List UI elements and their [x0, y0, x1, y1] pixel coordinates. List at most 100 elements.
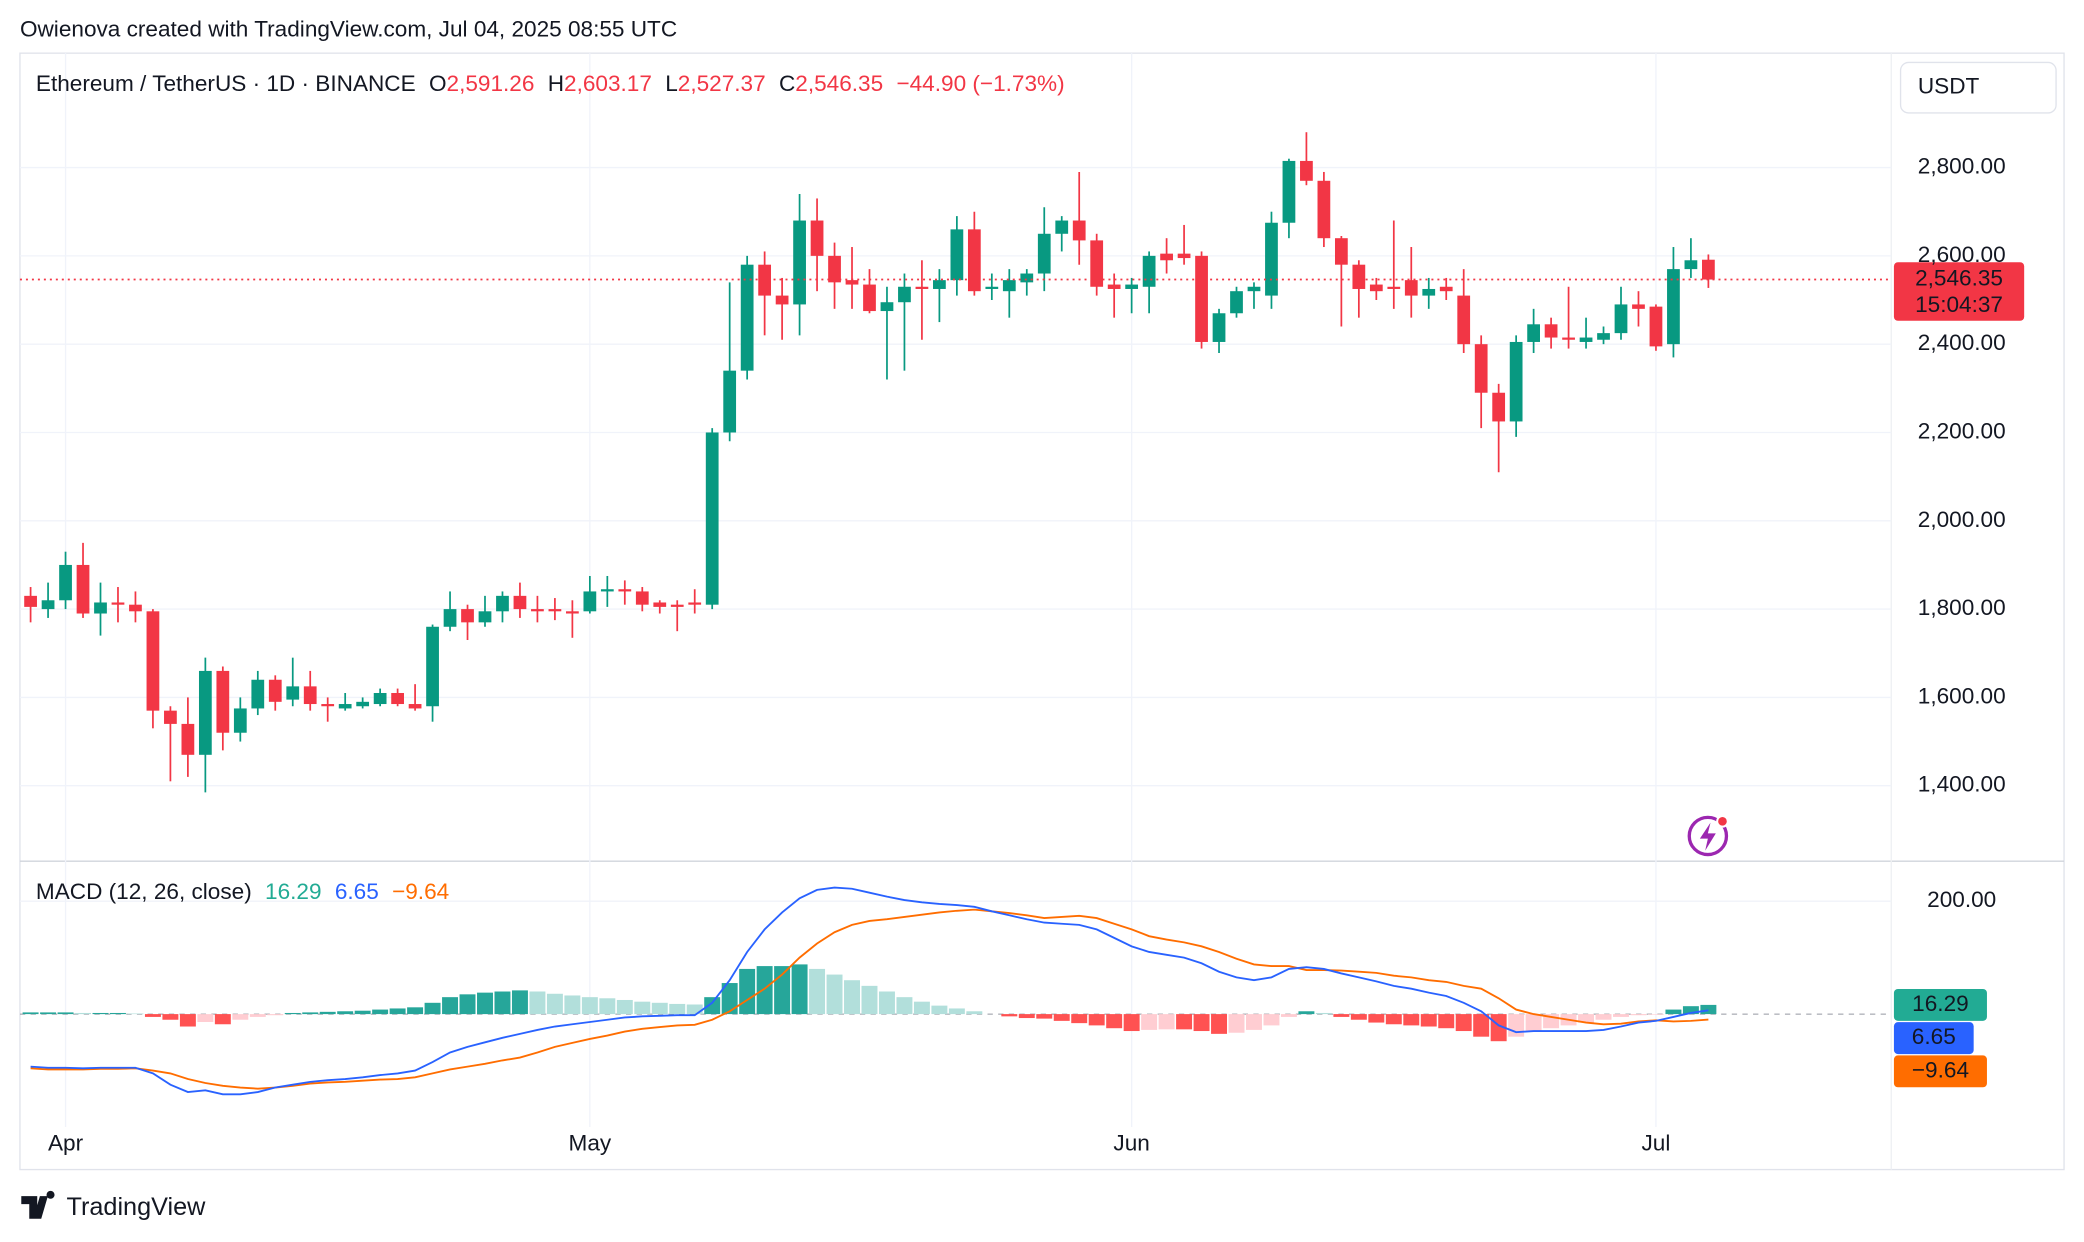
y-tick-label: 1,400.00	[1918, 772, 2006, 797]
candle-body	[531, 609, 544, 612]
histogram-tag	[1893, 988, 1987, 1021]
histogram-bar	[1630, 1014, 1647, 1016]
histogram-bar	[1368, 1014, 1385, 1023]
histogram-bar	[1018, 1014, 1035, 1019]
x-tick-label: Jun	[1113, 1130, 1149, 1155]
candle-body	[1649, 306, 1663, 347]
histogram-bar	[1193, 1014, 1210, 1032]
histogram-bar	[1613, 1014, 1629, 1017]
y-tick-label: 2,800.00	[1918, 154, 2006, 179]
histogram-bar	[686, 1004, 703, 1015]
candle-body	[1177, 253, 1191, 259]
x-tick-label: May	[569, 1130, 612, 1155]
candle-body	[653, 602, 667, 607]
histogram-bar	[337, 1011, 354, 1015]
histogram-bar	[1508, 1014, 1525, 1037]
histogram-bar	[372, 1009, 389, 1015]
candle-body	[828, 255, 841, 283]
candle-body	[408, 704, 422, 709]
histogram-bar	[1071, 1014, 1088, 1024]
histogram-bar	[1455, 1014, 1472, 1032]
histogram-bar	[1578, 1014, 1595, 1023]
histogram-bar	[249, 1014, 266, 1017]
icon-ring[interactable]	[1687, 815, 1729, 857]
ohlc-value: 2,546.35	[795, 71, 883, 96]
candle-body	[898, 286, 911, 303]
x-tick-label: Jul	[1642, 1130, 1671, 1155]
histogram-bar	[564, 995, 581, 1015]
candle-body	[1632, 304, 1645, 309]
histogram-bar	[1263, 1014, 1280, 1026]
signal-value: −9.64	[392, 879, 449, 904]
histogram-bar	[284, 1012, 301, 1015]
histogram-bar	[57, 1012, 74, 1015]
histogram-bar	[1525, 1014, 1542, 1032]
candle-body	[216, 670, 230, 733]
candle-body	[1544, 324, 1558, 338]
y-tick-label: 2,400.00	[1918, 330, 2006, 355]
histogram-bar	[1123, 1014, 1140, 1032]
histogram-bar	[529, 991, 546, 1015]
candle-body	[1422, 288, 1436, 296]
histogram-bar	[756, 966, 773, 1015]
histogram-value: 16.29	[265, 879, 322, 904]
candle-body	[181, 723, 195, 755]
candle-body	[1457, 295, 1471, 345]
histogram-bar	[162, 1014, 179, 1020]
candle-body	[1090, 240, 1104, 287]
y-tick-label: 1,800.00	[1918, 595, 2006, 620]
candle-body	[915, 286, 929, 289]
ohlc-value: 2,603.17	[564, 71, 652, 96]
histogram-bar	[1420, 1014, 1437, 1027]
currency-button[interactable]	[1899, 61, 2057, 114]
histogram-bar	[407, 1007, 424, 1015]
candle-body	[1107, 284, 1121, 289]
histogram-bar	[442, 997, 459, 1015]
macd-legend: MACD (12, 26, close) 16.29 6.65 −9.64	[36, 879, 449, 904]
histogram-bar	[494, 991, 511, 1015]
histogram-bar	[1490, 1014, 1507, 1042]
candle-body	[1055, 220, 1069, 234]
histogram-bar	[1106, 1014, 1123, 1029]
macd-line	[30, 886, 1709, 1096]
histogram-bar	[1053, 1014, 1070, 1021]
macd-tag	[1893, 1022, 1974, 1055]
candle-body	[1614, 304, 1628, 334]
histogram-bar	[1280, 1014, 1297, 1017]
candle-body	[1020, 273, 1034, 283]
ohlc-value: 2,591.26	[447, 71, 535, 96]
icon-dot[interactable]	[1716, 815, 1729, 828]
histogram-bar	[1315, 1012, 1332, 1015]
histogram-bar	[634, 1001, 651, 1015]
ohlc: O2,591.26 H2,603.17 L2,527.37 C2,546.35	[429, 71, 883, 96]
histogram-bar	[1350, 1014, 1367, 1020]
icon-bolt[interactable]	[1699, 822, 1716, 851]
candle-body	[426, 626, 439, 707]
candle-body	[845, 280, 859, 285]
attribution: Owienova created with TradingView.com, J…	[20, 17, 677, 42]
histogram-bar	[40, 1012, 57, 1015]
histogram-bar	[861, 985, 878, 1015]
histogram-bar	[896, 997, 913, 1015]
currency[interactable]: USDT	[1918, 74, 1980, 99]
alert-icon[interactable]	[1687, 815, 1729, 857]
histogram-bar	[179, 1014, 196, 1027]
histogram-bar	[809, 968, 826, 1015]
candle-body	[723, 370, 737, 433]
candle-body	[1265, 222, 1278, 296]
candle-body	[1334, 238, 1348, 265]
ohlc-key: L	[665, 71, 678, 96]
histogram-bar	[459, 994, 476, 1015]
histogram-bar	[511, 990, 528, 1015]
candle-body	[880, 302, 894, 312]
signal-line	[30, 908, 1709, 1090]
y-tick-label: 2,200.00	[1918, 418, 2006, 443]
candle-body	[198, 670, 212, 755]
change: −44.90 (−1.73%)	[896, 71, 1064, 96]
histogram-bar	[110, 1012, 126, 1015]
candle-body	[268, 679, 282, 702]
histogram-bar	[1141, 1014, 1158, 1030]
